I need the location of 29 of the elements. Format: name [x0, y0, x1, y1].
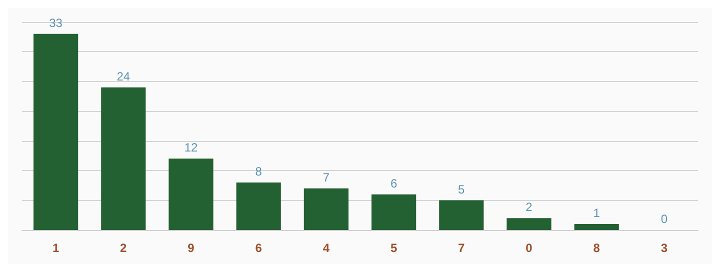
data-label: 33 — [49, 16, 63, 30]
bar — [574, 224, 619, 230]
data-label: 5 — [458, 182, 466, 196]
data-label: 0 — [660, 212, 668, 226]
x-tick-label: 0 — [526, 241, 533, 255]
data-label: 6 — [390, 176, 398, 190]
x-tick-label: 6 — [255, 241, 262, 255]
bar — [236, 182, 281, 230]
data-label: 2 — [526, 200, 533, 214]
data-label: 7 — [322, 170, 330, 184]
bar — [506, 218, 552, 230]
x-tick-label: 2 — [120, 241, 128, 255]
x-tick-label: 8 — [593, 241, 600, 255]
x-tick-label: 1 — [52, 241, 60, 255]
bar — [371, 194, 416, 230]
x-tick-label: 9 — [188, 241, 195, 255]
bar — [439, 200, 484, 230]
x-tick-label: 7 — [458, 241, 466, 255]
data-label: 1 — [593, 206, 600, 220]
bar — [101, 87, 146, 230]
data-label: 8 — [255, 164, 262, 178]
data-label: 12 — [184, 140, 198, 155]
x-tick-label: 4 — [322, 241, 330, 255]
bar — [168, 158, 214, 230]
bar — [33, 34, 78, 230]
data-label: 24 — [116, 69, 130, 84]
x-tick-label: 3 — [660, 241, 668, 255]
x-tick-label: 5 — [390, 241, 398, 255]
bar — [304, 188, 349, 230]
